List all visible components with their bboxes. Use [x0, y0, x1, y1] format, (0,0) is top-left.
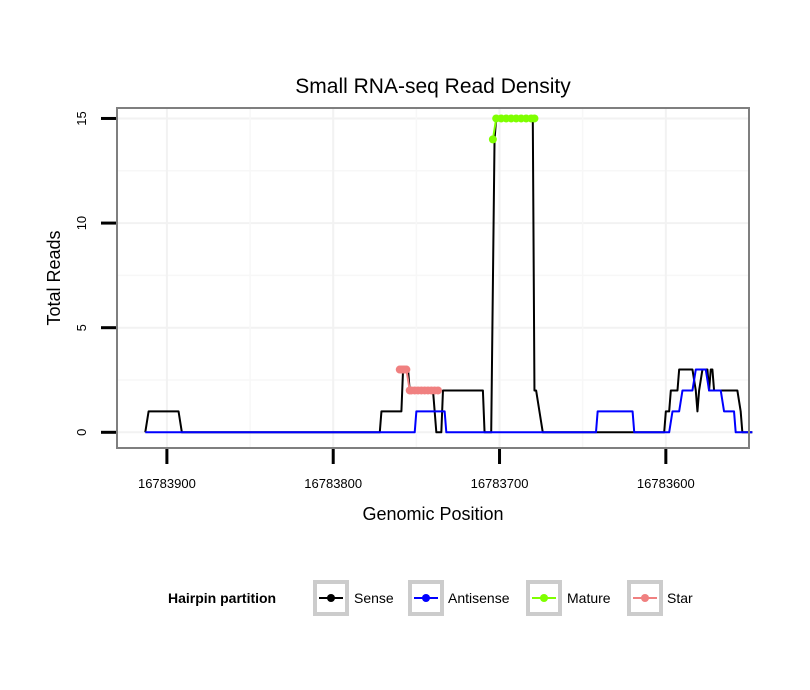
- legend-label: Star: [667, 590, 693, 606]
- legend: Hairpin partition Sense Antisense Mature St…: [168, 580, 693, 616]
- data-point-mature: [530, 114, 539, 123]
- data-point-star: [433, 386, 442, 395]
- series-mature: [488, 114, 539, 144]
- x-axis-label: Genomic Position: [362, 504, 503, 524]
- x-tick-label: 16783800: [304, 476, 362, 491]
- x-tick-label: 16783900: [138, 476, 196, 491]
- y-axis: 0 5 10 15: [74, 111, 116, 436]
- series-layer: [144, 114, 753, 434]
- legend-item-sense: Sense: [313, 580, 394, 616]
- y-axis-label: Total Reads: [44, 230, 64, 325]
- legend-key-point: [641, 594, 649, 602]
- legend-label: Sense: [354, 590, 394, 606]
- data-point-star: [402, 365, 411, 374]
- legend-item-antisense: Antisense: [408, 580, 510, 616]
- series-line-antisense: [145, 368, 753, 434]
- y-tick-label: 5: [74, 324, 89, 331]
- data-point-mature: [488, 135, 497, 144]
- plot-border: [116, 107, 750, 449]
- chart-title: Small RNA-seq Read Density: [295, 75, 571, 98]
- x-tick-label: 16783600: [637, 476, 695, 491]
- series-star: [395, 365, 442, 395]
- x-axis: 16783900 16783800 16783700 16783600: [138, 449, 695, 491]
- legend-label: Antisense: [448, 590, 510, 606]
- y-tick-label: 10: [74, 216, 89, 230]
- series-antisense: [145, 368, 753, 434]
- legend-key-point: [327, 594, 335, 602]
- legend-key-point: [422, 594, 430, 602]
- y-tick-label: 15: [74, 111, 89, 125]
- x-tick-label: 16783700: [471, 476, 529, 491]
- legend-title: Hairpin partition: [168, 590, 276, 606]
- y-tick-label: 0: [74, 429, 89, 436]
- legend-item-star: Star: [627, 580, 693, 616]
- legend-item-mature: Mature: [526, 580, 611, 616]
- legend-key-point: [540, 594, 548, 602]
- legend-label: Mature: [567, 590, 611, 606]
